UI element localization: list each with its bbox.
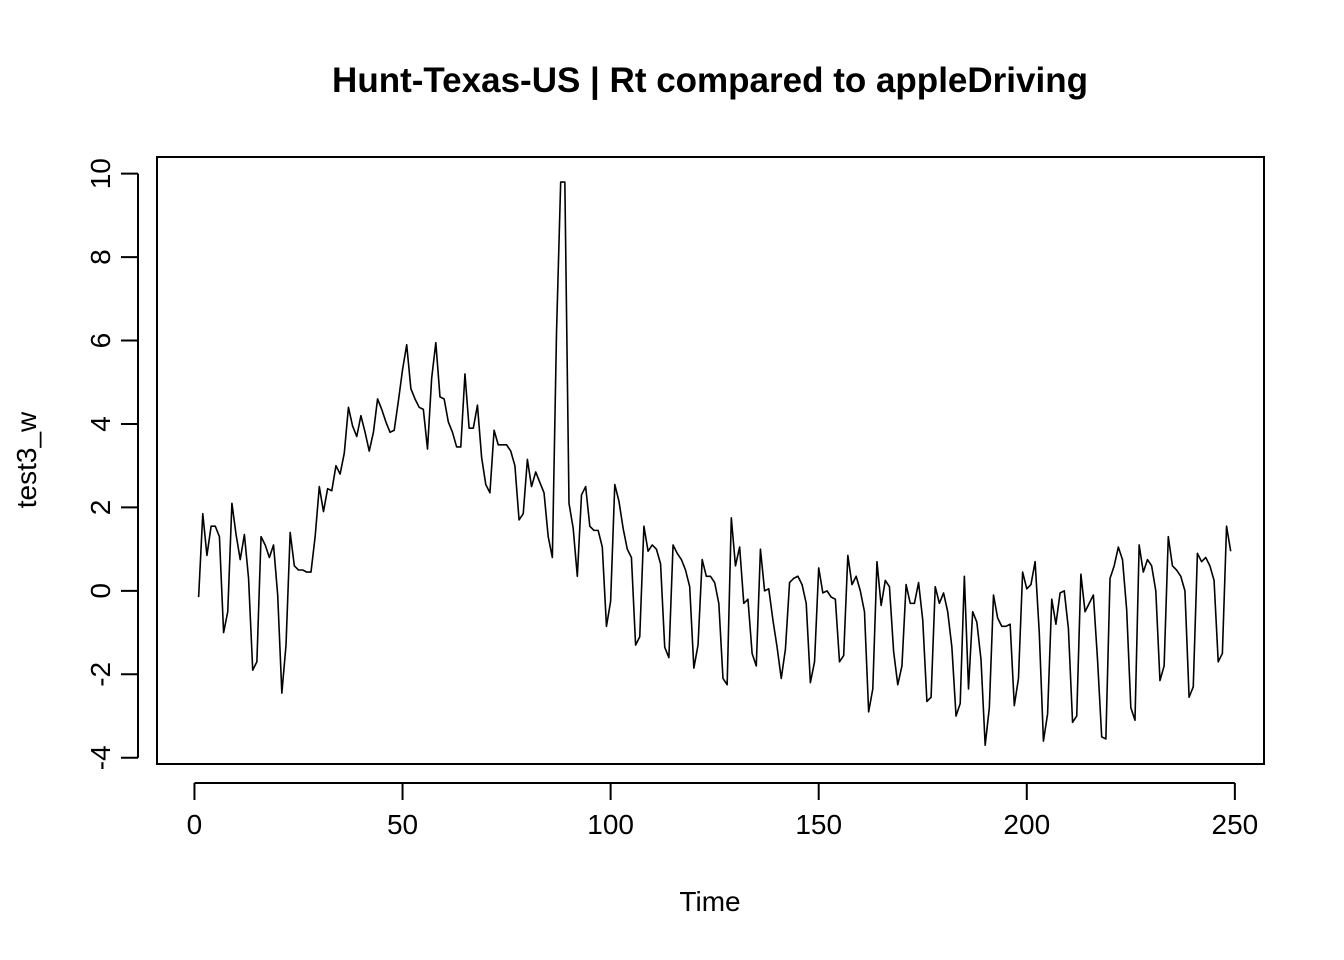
y-tick-label: 6 [85, 333, 116, 349]
y-tick-label: -4 [85, 745, 116, 770]
x-tick-label: 200 [1003, 809, 1050, 840]
x-axis: 0 50 100 150 200 250 [187, 782, 1259, 840]
x-tick-label: 0 [187, 809, 203, 840]
x-tick-label: 100 [587, 809, 634, 840]
series-line [197, 181, 1232, 747]
y-axis-label: test3_w [11, 411, 42, 508]
y-tick-label: 10 [85, 158, 116, 189]
y-tick-label: 8 [85, 249, 116, 265]
x-tick-label: 150 [795, 809, 842, 840]
y-tick-label: 0 [85, 583, 116, 599]
y-tick-label: 2 [85, 500, 116, 516]
x-tick-label: 250 [1212, 809, 1259, 840]
y-axis: -4 -2 0 2 4 6 8 10 [85, 158, 139, 770]
y-tick-label: -2 [85, 662, 116, 687]
x-axis-label: Time [679, 886, 740, 917]
chart-title: Hunt-Texas-US | Rt compared to appleDriv… [332, 61, 1088, 100]
x-tick-label: 50 [387, 809, 418, 840]
y-tick-label: 4 [85, 416, 116, 432]
plot-frame [156, 156, 1265, 765]
